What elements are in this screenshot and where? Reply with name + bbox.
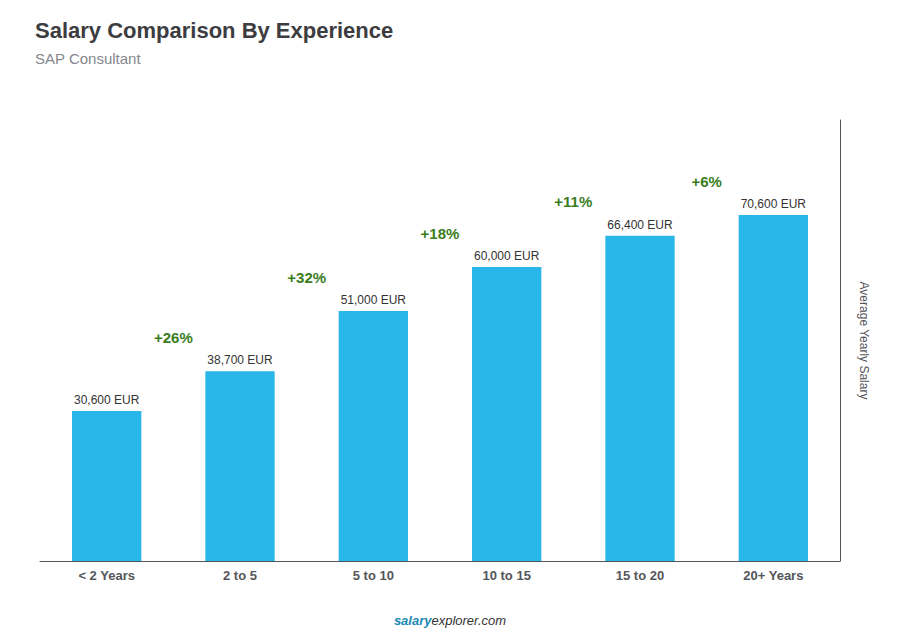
- svg-text:SAP Consultant: SAP Consultant: [35, 50, 141, 67]
- svg-text:15 to 20: 15 to 20: [616, 568, 664, 583]
- svg-text:66,400 EUR: 66,400 EUR: [607, 218, 673, 232]
- svg-text:< 2 Years: < 2 Years: [78, 568, 135, 583]
- svg-text:2 to 5: 2 to 5: [223, 568, 257, 583]
- svg-text:+11%: +11%: [554, 193, 592, 210]
- svg-text:5 to 10: 5 to 10: [353, 568, 394, 583]
- svg-text:+6%: +6%: [691, 173, 721, 190]
- svg-text:30,600 EUR: 30,600 EUR: [74, 393, 140, 407]
- svg-text:20+ Years: 20+ Years: [743, 568, 803, 583]
- svg-text:70,600 EUR: 70,600 EUR: [741, 197, 807, 211]
- svg-text:+18%: +18%: [421, 225, 460, 242]
- svg-text:Average Yearly Salary: Average Yearly Salary: [857, 282, 871, 400]
- svg-text:60,000 EUR: 60,000 EUR: [474, 249, 540, 263]
- svg-text:Salary Comparison By Experienc: Salary Comparison By Experience: [35, 18, 393, 43]
- svg-text:explorer.com: explorer.com: [431, 613, 506, 628]
- svg-text:+32%: +32%: [287, 269, 326, 286]
- svg-text:51,000 EUR: 51,000 EUR: [341, 293, 407, 307]
- svg-text:+26%: +26%: [154, 329, 193, 346]
- svg-text:10 to 15: 10 to 15: [482, 568, 530, 583]
- svg-text:38,700 EUR: 38,700 EUR: [207, 353, 273, 367]
- svg-text:salary: salary: [394, 613, 432, 628]
